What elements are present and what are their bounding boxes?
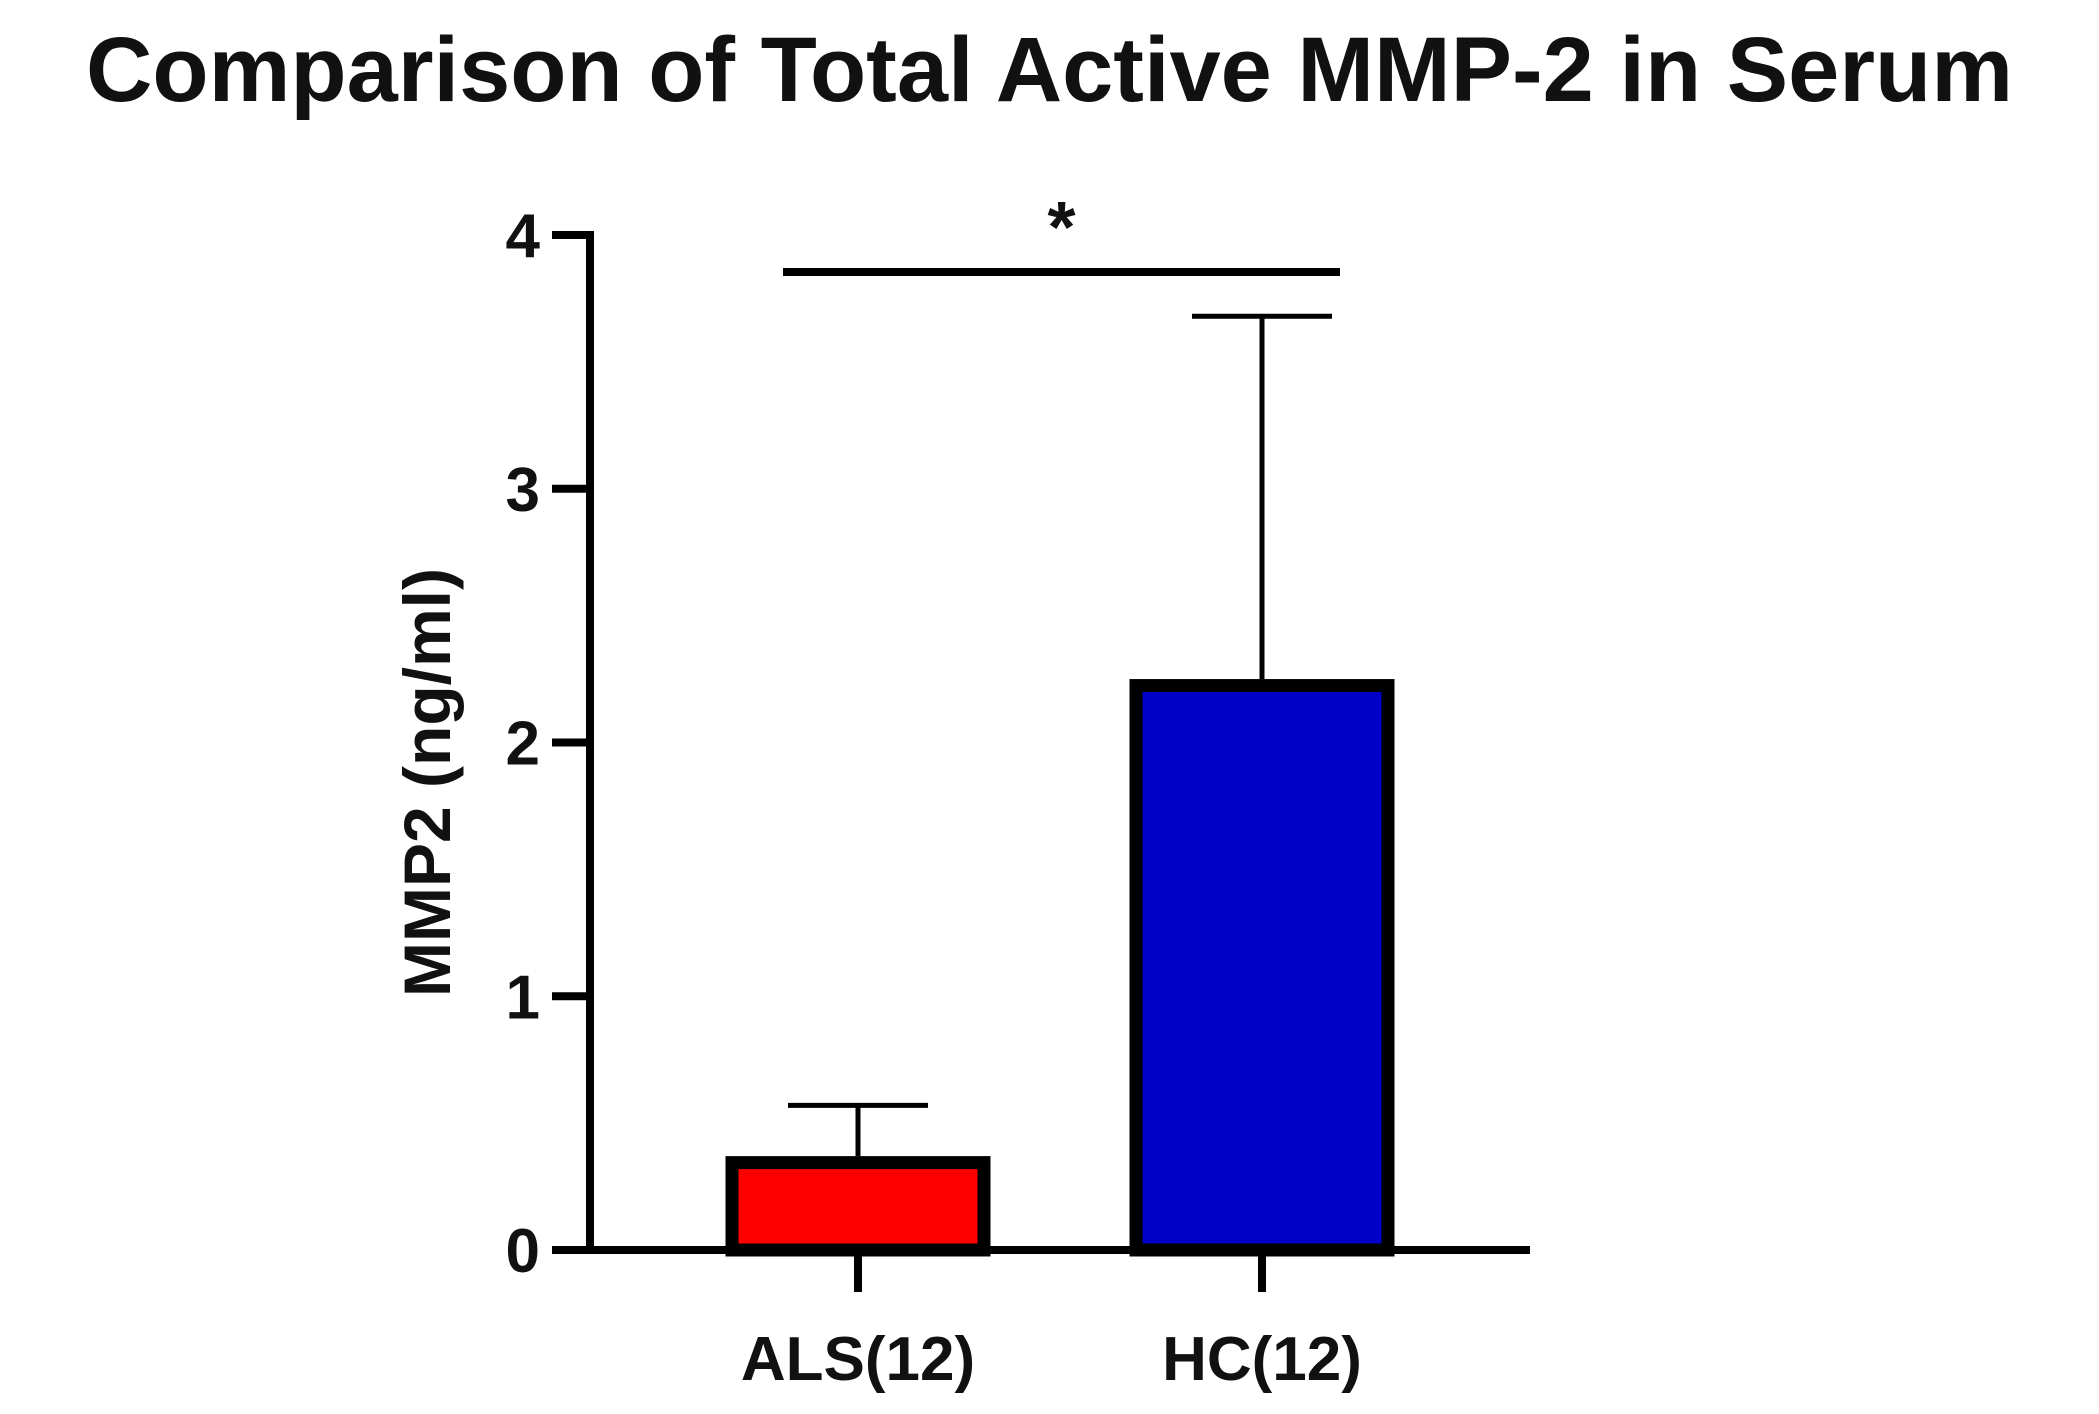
error-bars xyxy=(788,313,1332,1157)
bars xyxy=(725,679,1395,1257)
y-ticks: 0 1 2 3 4 xyxy=(506,202,590,1286)
y-tick-label: 4 xyxy=(506,202,541,271)
significance: * xyxy=(783,188,1340,276)
y-axis-label: MMP2 (ng/ml) xyxy=(390,568,464,997)
bar xyxy=(725,1156,991,1257)
bar xyxy=(1129,679,1395,1257)
significance-label: * xyxy=(1047,188,1075,268)
y-tick-label: 3 xyxy=(506,456,540,525)
y-tick-label: 2 xyxy=(506,710,540,779)
x-ticks: ALS(12) HC(12) xyxy=(741,1250,1362,1394)
x-tick-label: HC(12) xyxy=(1162,1325,1362,1394)
x-tick-label: ALS(12) xyxy=(741,1325,975,1394)
y-tick-label: 0 xyxy=(506,1217,540,1286)
y-tick-label: 1 xyxy=(506,963,540,1032)
chart-title: Comparison of Total Active MMP-2 in Seru… xyxy=(85,19,2014,121)
